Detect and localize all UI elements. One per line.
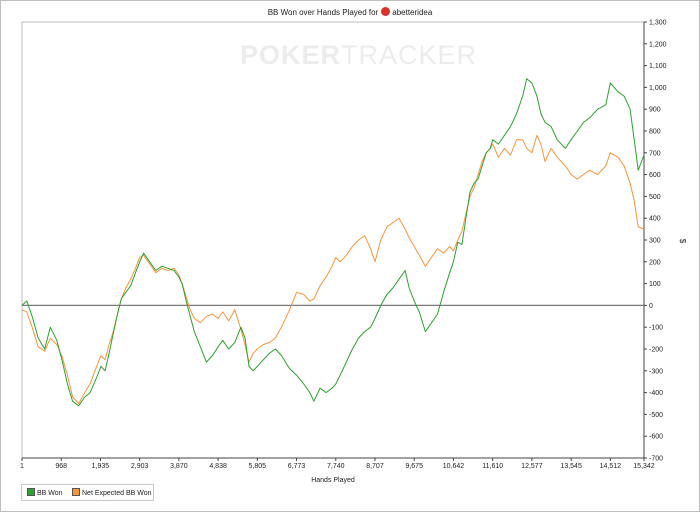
x-tick-label: 9,675 — [405, 463, 423, 470]
x-tick-label: 968 — [55, 463, 67, 470]
y-tick-label: 1,300 — [649, 20, 667, 27]
y-tick-label: 100 — [649, 281, 661, 288]
y-tick-label: 700 — [649, 150, 661, 157]
x-tick-label: 2,903 — [131, 463, 149, 470]
player-name: abetteridea — [392, 8, 433, 17]
legend-label-bb-won: BB Won — [37, 490, 63, 497]
x-tick-label: 13,545 — [560, 463, 582, 470]
plot-area — [21, 21, 645, 459]
y-tick-label: -500 — [649, 412, 663, 419]
y-tick-label: 800 — [649, 129, 661, 136]
y-tick-label: 400 — [649, 216, 661, 223]
y-axis-label: $ — [678, 239, 687, 244]
y-tick-label: 0 — [649, 303, 653, 310]
legend: BB Won Net Expected BB Won — [21, 484, 154, 501]
y-tick-label: -700 — [649, 456, 663, 463]
series-line-bb-won — [21, 78, 645, 407]
legend-item-bb-won: BB Won — [27, 488, 63, 497]
chart-title: BB Won over Hands Played for abetteridea — [0, 7, 700, 17]
y-tick-label: 1,100 — [649, 63, 667, 70]
x-tick-label: 10,642 — [443, 463, 465, 470]
x-tick-label: 4,838 — [209, 463, 227, 470]
x-tick-label: 5,805 — [249, 463, 267, 470]
watermark: POKERTRACKER — [240, 40, 477, 71]
x-tick-label: 12,577 — [521, 463, 543, 470]
y-tick-label: -200 — [649, 347, 663, 354]
x-tick-label: 1,935 — [92, 463, 110, 470]
y-tick-label: 200 — [649, 259, 661, 266]
x-tick-label: 7,740 — [327, 463, 345, 470]
x-tick-label: 11,610 — [482, 463, 503, 470]
y-tick-label: -100 — [649, 325, 663, 332]
x-tick-label: 8,707 — [366, 463, 384, 470]
series-line-net-expected-bb-won — [21, 134, 645, 404]
y-tick-label: -600 — [649, 434, 663, 441]
y-tick-label: 1,000 — [649, 85, 667, 92]
y-tick-label: -300 — [649, 368, 663, 375]
legend-label-net-expected: Net Expected BB Won — [82, 490, 152, 497]
y-tick-label: -400 — [649, 390, 663, 397]
y-tick-label: 900 — [649, 107, 661, 114]
x-tick-label: 1 — [20, 463, 24, 470]
legend-swatch-net-expected — [72, 488, 80, 496]
x-tick-label: 15,342 — [633, 463, 655, 470]
legend-item-net-expected: Net Expected BB Won — [72, 488, 152, 497]
y-tick-label: 600 — [649, 172, 661, 179]
watermark-tracker: TRACKER — [341, 40, 478, 70]
chart-title-text: BB Won over Hands Played for — [267, 8, 379, 17]
legend-swatch-bb-won — [27, 488, 35, 496]
y-tick-label: 300 — [649, 238, 661, 245]
x-tick-label: 14,512 — [600, 463, 622, 470]
x-axis-label: Hands Played — [311, 477, 355, 484]
watermark-poker: POKER — [240, 40, 342, 70]
y-tick-label: 500 — [649, 194, 661, 201]
pokertracker-logo-icon — [381, 7, 391, 16]
x-tick-label: 6,773 — [288, 463, 306, 470]
x-tick-label: 3,870 — [170, 463, 188, 470]
y-tick-label: 1,200 — [649, 41, 667, 48]
